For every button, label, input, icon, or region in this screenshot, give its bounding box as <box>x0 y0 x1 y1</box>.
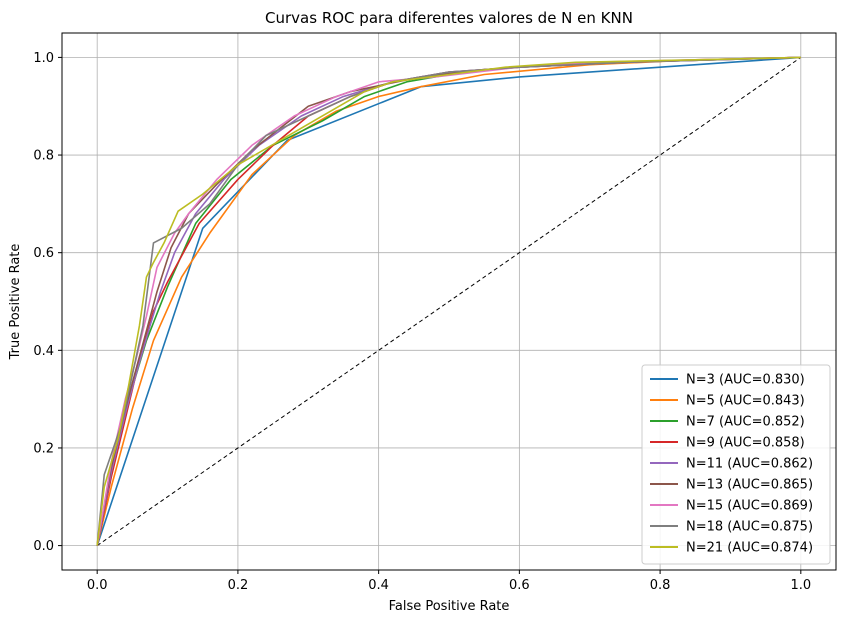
legend-entry: N=11 (AUC=0.862) <box>686 457 813 472</box>
legend-entry: N=13 (AUC=0.865) <box>686 478 813 493</box>
x-tick-label: 0.2 <box>228 578 249 593</box>
x-axis-label: False Positive Rate <box>389 599 510 614</box>
chart-title: Curvas ROC para diferentes valores de N … <box>265 9 633 27</box>
legend-entry: N=7 (AUC=0.852) <box>686 415 805 430</box>
legend: N=3 (AUC=0.830) N=5 (AUC=0.843) N=7 (AUC=0… <box>641 364 831 565</box>
plot-frame <box>61 32 837 571</box>
legend-entry: N=3 (AUC=0.830) <box>686 373 805 388</box>
legend-entry: N=15 (AUC=0.869) <box>686 499 813 514</box>
y-tick-label: 0.6 <box>33 246 54 261</box>
y-tick-label: 0.0 <box>33 539 54 554</box>
legend-entry: N=5 (AUC=0.843) <box>686 394 805 409</box>
series-line-n-21 <box>96 56 801 546</box>
legend-entry: N=18 (AUC=0.875) <box>686 520 813 535</box>
x-tick-label: 0.6 <box>509 578 530 593</box>
y-tick-label: 0.8 <box>33 149 54 164</box>
grid <box>62 33 836 570</box>
y-tick-label: 1.0 <box>33 51 54 66</box>
diagonal-reference-line <box>96 56 802 547</box>
x-tick-label: 0.0 <box>87 578 108 593</box>
y-tick-label: 0.2 <box>33 441 54 456</box>
x-tick-label: 0.4 <box>368 578 389 593</box>
legend-box <box>641 364 831 565</box>
y-axis-label: True Positive Rate <box>8 244 23 361</box>
y-tick-label: 0.4 <box>33 344 54 359</box>
legend-entry: N=9 (AUC=0.858) <box>686 436 805 451</box>
x-tick-label: 1.0 <box>790 578 811 593</box>
series-lines <box>96 56 801 546</box>
legend-entry: N=21 (AUC=0.874) <box>686 541 813 556</box>
x-tick-label: 0.8 <box>650 578 671 593</box>
axis-ticks: 0.0 0.2 0.4 0.6 0.8 1.0 0.0 0.2 0.4 0.6 0.8 1.0 <box>33 51 811 593</box>
